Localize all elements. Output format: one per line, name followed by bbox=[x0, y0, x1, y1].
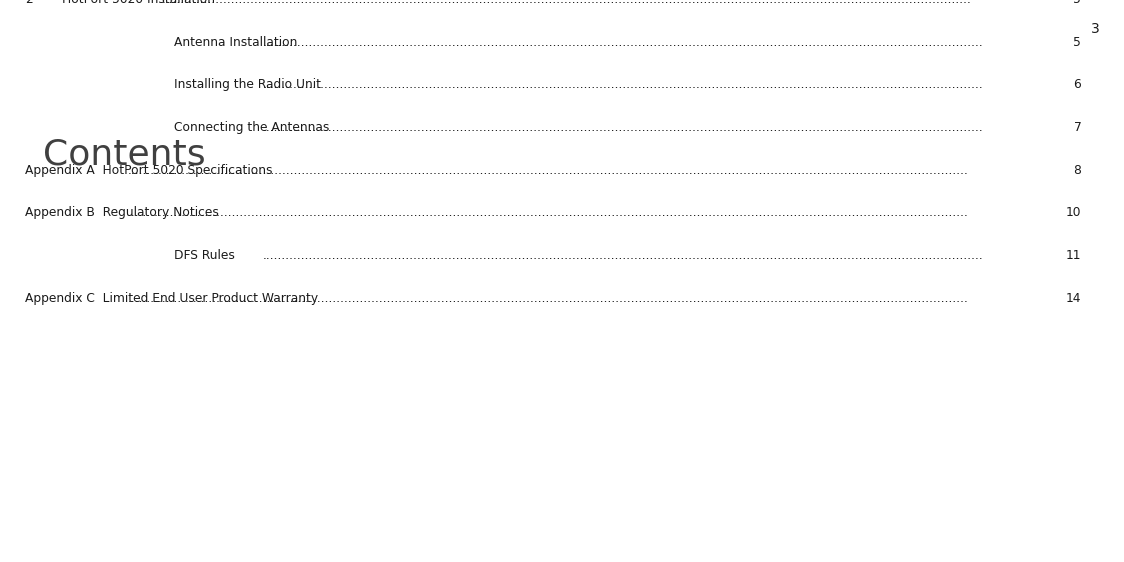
Text: 3: 3 bbox=[1090, 22, 1099, 37]
Text: Contents: Contents bbox=[43, 138, 206, 171]
Text: ................................................................................: ........................................… bbox=[262, 249, 984, 262]
Text: ................................................................................: ........................................… bbox=[162, 0, 971, 6]
Text: 8: 8 bbox=[1073, 164, 1081, 177]
Text: ................................................................................: ........................................… bbox=[127, 292, 969, 305]
Text: ................................................................................: ........................................… bbox=[262, 35, 984, 49]
Text: 5: 5 bbox=[1073, 35, 1081, 49]
Text: 10: 10 bbox=[1066, 206, 1081, 220]
Text: HotPort 5020 Installation: HotPort 5020 Installation bbox=[62, 0, 215, 6]
Text: Installing the Radio Unit: Installing the Radio Unit bbox=[174, 78, 321, 92]
Text: 7: 7 bbox=[1073, 121, 1081, 134]
Text: 5: 5 bbox=[1073, 0, 1081, 6]
Text: Appendix B  Regulatory Notices: Appendix B Regulatory Notices bbox=[25, 206, 218, 220]
Text: Connecting the Antennas: Connecting the Antennas bbox=[174, 121, 329, 134]
Text: Appendix A  HotPort 5020 Specifications: Appendix A HotPort 5020 Specifications bbox=[25, 164, 272, 177]
Text: DFS Rules: DFS Rules bbox=[174, 249, 235, 262]
Text: Antenna Installation: Antenna Installation bbox=[174, 35, 298, 49]
Text: 14: 14 bbox=[1066, 292, 1081, 305]
Text: ................................................................................: ........................................… bbox=[262, 78, 984, 92]
Text: ................................................................................: ........................................… bbox=[127, 206, 969, 220]
Text: 11: 11 bbox=[1066, 249, 1081, 262]
Text: Appendix C  Limited End User Product Warranty: Appendix C Limited End User Product Warr… bbox=[25, 292, 318, 305]
Text: 6: 6 bbox=[1073, 78, 1081, 92]
Text: ................................................................................: ........................................… bbox=[127, 164, 969, 177]
Text: 2: 2 bbox=[25, 0, 33, 6]
Text: ................................................................................: ........................................… bbox=[262, 121, 984, 134]
